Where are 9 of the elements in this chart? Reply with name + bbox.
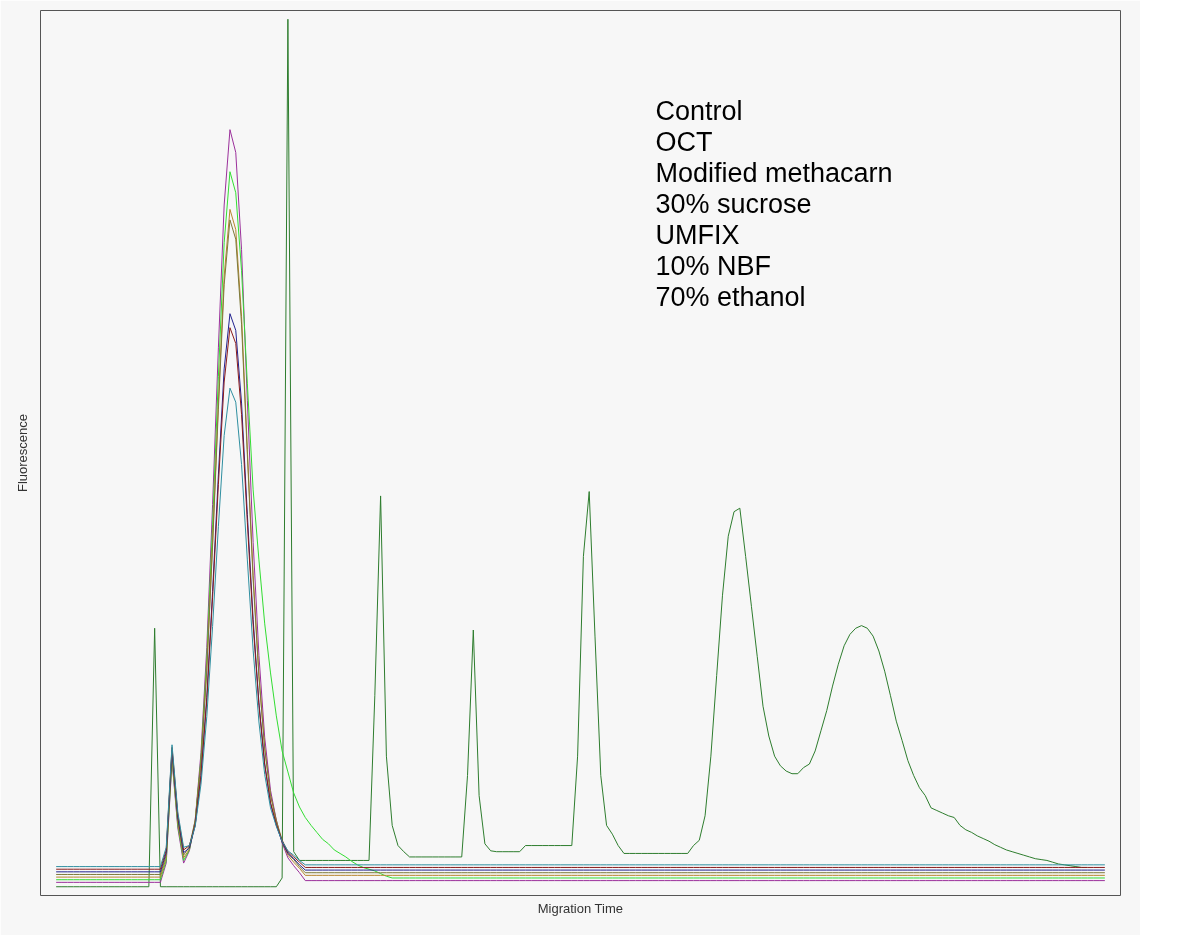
annotation: Modified methacarn <box>655 157 893 188</box>
annotation: UMFIX <box>655 219 740 250</box>
x-axis-title: Migration Time <box>537 900 624 916</box>
annotation: 70% ethanol <box>655 281 806 312</box>
annotation: Control <box>655 95 743 126</box>
y-axis-title: Fluorescence <box>14 413 30 493</box>
annotation: 10% NBF <box>655 250 772 281</box>
annotation: OCT <box>655 126 713 157</box>
annotation: 30% sucrose <box>655 188 812 219</box>
